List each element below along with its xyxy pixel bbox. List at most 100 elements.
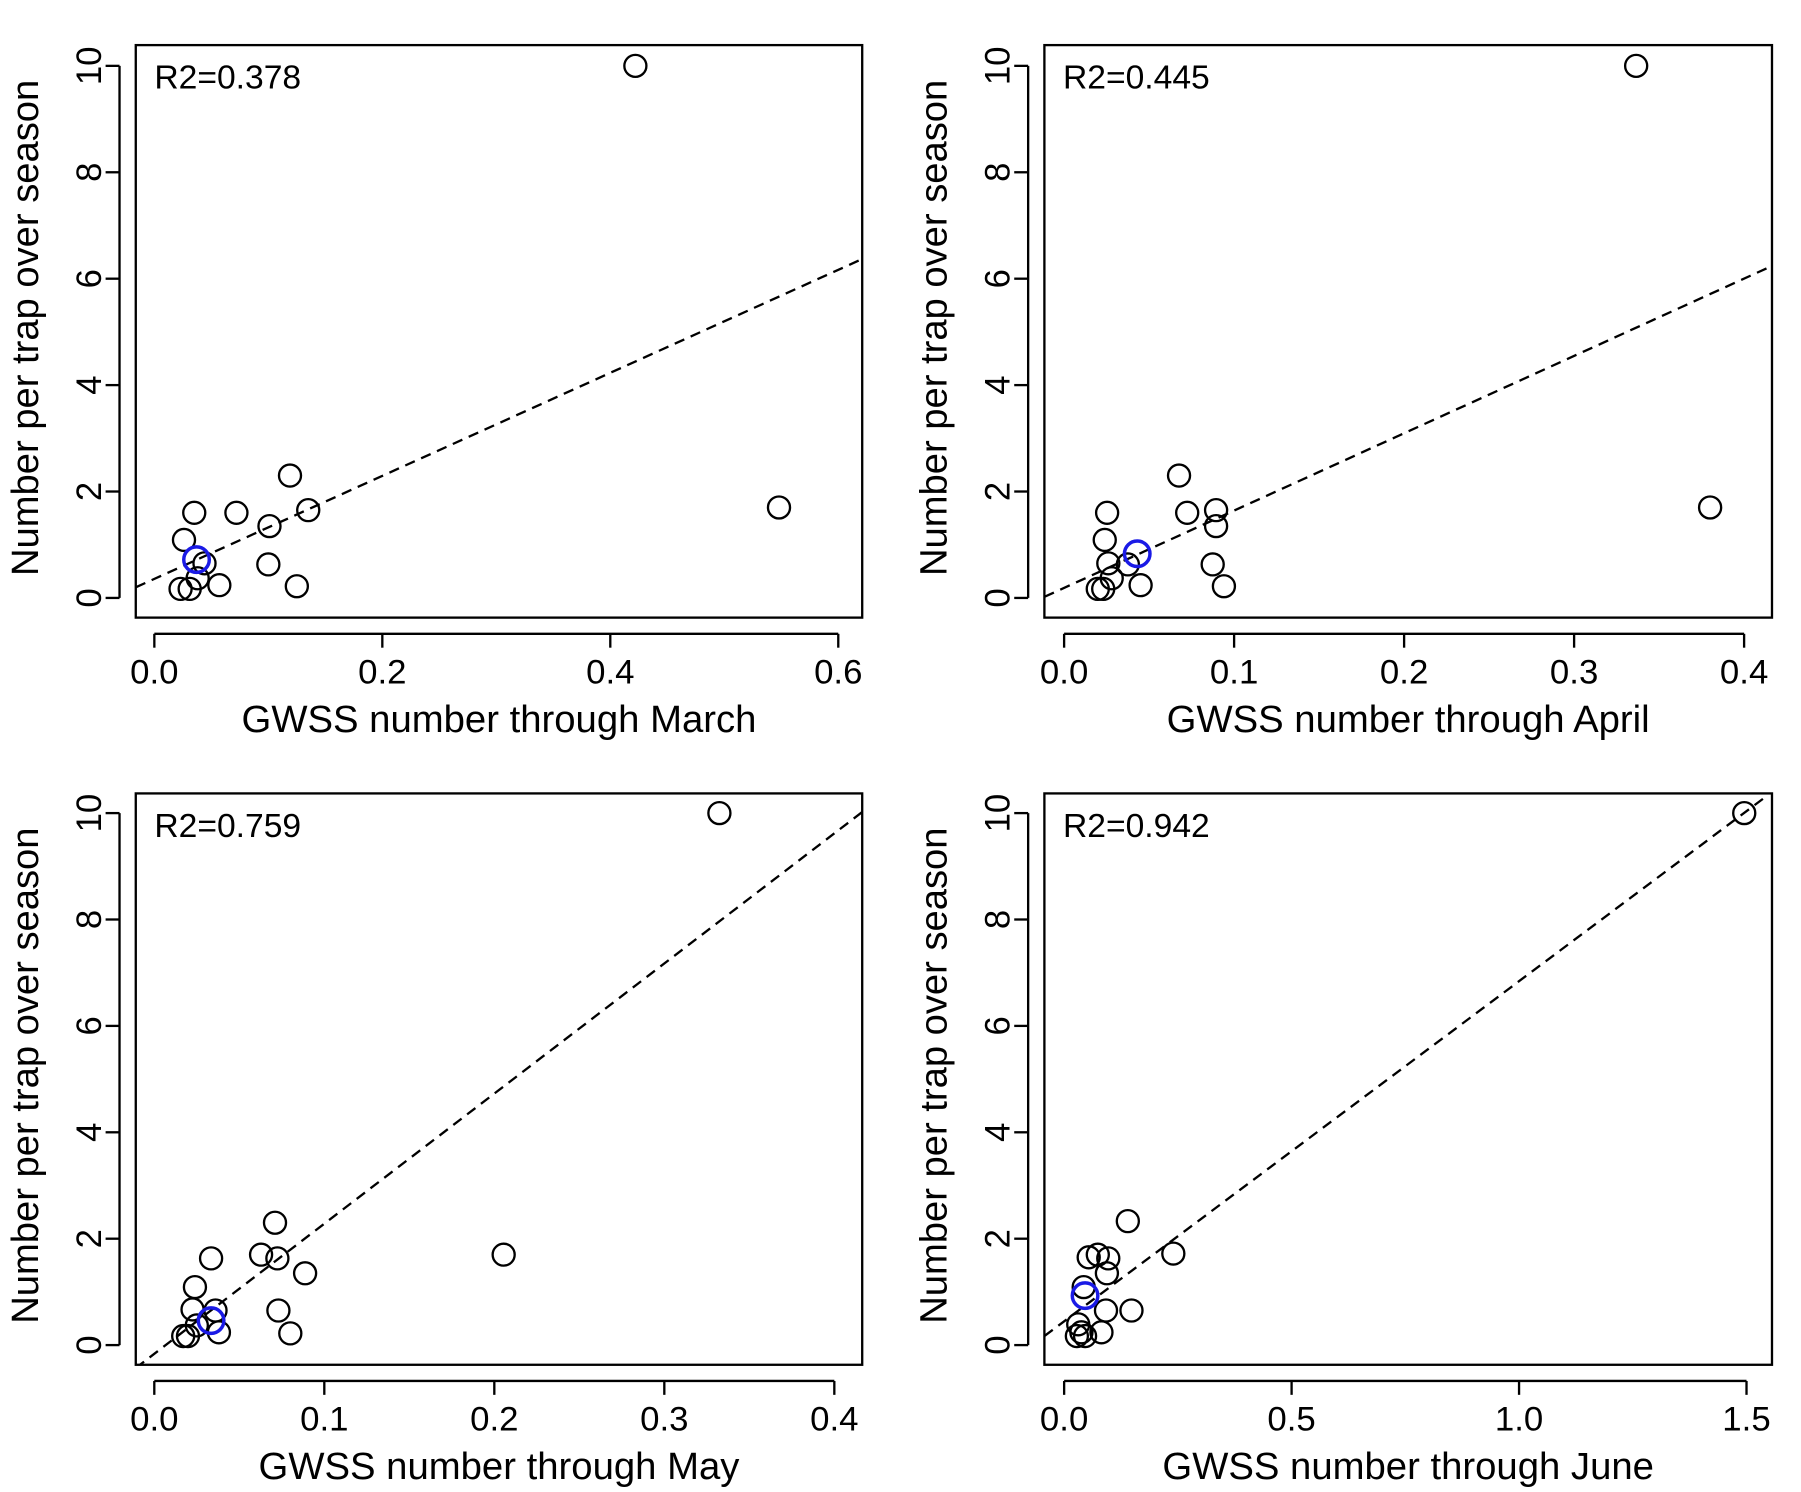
x-tick-label: 0.4 [586,653,634,691]
point [177,576,202,602]
point [265,1246,290,1271]
point [1094,1261,1120,1286]
y-tick-label: 0 [71,588,109,607]
point [1096,1246,1121,1271]
fit-line [138,811,863,1365]
point [1203,497,1229,523]
point [1076,1245,1101,1270]
point [284,574,310,599]
x-tick-label: 0.4 [1720,653,1768,691]
y-tick-label: 10 [71,794,109,833]
point [1093,1298,1119,1323]
point [1072,1323,1098,1349]
point [1161,1241,1186,1266]
y-tick-label: 2 [71,1229,109,1248]
point [1091,576,1116,602]
y-tick-label: 6 [979,1016,1017,1035]
y-tick-label: 10 [979,794,1017,833]
point [175,1323,201,1349]
x-tick-label: 0.0 [1040,1401,1088,1439]
y-tick-label: 2 [71,482,109,501]
panel: 0.0 0.1 0.2 0.3 0.4 0 2 4 6 8 10 GWSS number throug… [4,792,864,1488]
highlight-point [1122,539,1152,569]
point [1200,552,1225,577]
annotation: R2=0.759 [154,808,301,845]
y-tick-label: 8 [979,910,1017,929]
highlight-point [196,1306,226,1336]
point [1697,495,1723,520]
fit-line [1044,264,1772,598]
plot-box [134,43,864,619]
point [182,500,207,525]
point [1096,551,1121,576]
y-axis-label: Number per trap over season [4,827,47,1323]
point [168,576,193,602]
highlight-point [182,545,212,575]
point [707,800,732,826]
y-tick-label: 2 [979,482,1017,501]
y-tick-label: 6 [979,269,1017,288]
panel: 0.0 0.2 0.4 0.6 0 2 4 6 8 10 GWSS number through M… [4,43,864,741]
x-tick-label: 1.0 [1495,1401,1543,1439]
point [262,1210,288,1235]
x-tick-label: 1.5 [1722,1401,1770,1439]
point [1115,552,1141,577]
point [1203,513,1229,539]
x-tick-label: 0.6 [814,653,862,691]
y-tick-label: 2 [979,1229,1017,1248]
y-tick-label: 0 [979,588,1017,607]
plot-box [1043,792,1774,1366]
fit-line [1044,797,1765,1337]
plot-box [134,792,864,1366]
point [1092,527,1117,553]
point [257,513,282,539]
x-tick-label: 0.3 [640,1401,688,1439]
y-tick-label: 0 [71,1335,109,1354]
point [296,497,321,523]
point [1064,1323,1090,1349]
annotation: R2=0.378 [154,60,301,97]
y-tick-label: 8 [71,910,109,929]
y-tick-label: 4 [71,375,109,394]
y-tick-label: 4 [979,375,1017,394]
x-axis-label: GWSS number through May [259,1445,741,1488]
point [192,551,217,576]
x-tick-label: 0.3 [1550,653,1598,691]
x-tick-label: 0.1 [300,1401,348,1439]
point [1094,500,1120,525]
point [277,463,303,488]
x-tick-label: 0.0 [130,1401,178,1439]
fit-line [135,257,863,589]
y-tick-label: 0 [979,1335,1017,1354]
x-tick-label: 0.0 [1040,653,1088,691]
point [766,495,792,520]
y-tick-label: 8 [71,163,109,182]
plot-box [1043,43,1774,619]
point [1166,463,1192,488]
point [1089,1320,1114,1345]
x-axis-label: GWSS number through March [242,698,757,741]
highlight-point [1070,1281,1100,1311]
point [1732,800,1757,826]
point [171,527,197,553]
y-tick-label: 6 [71,269,109,288]
point [491,1242,516,1267]
x-tick-label: 0.4 [810,1401,858,1439]
point [1069,1320,1094,1345]
point [1115,1208,1141,1234]
y-tick-label: 6 [71,1016,109,1035]
y-axis-label: Number per trap over season [913,80,956,576]
point [224,500,249,525]
y-tick-label: 4 [71,1123,109,1142]
x-axis-label: GWSS number through April [1167,698,1650,741]
point [207,573,232,598]
point [1085,576,1110,602]
y-tick-label: 10 [71,47,109,86]
panel: 0.0 0.1 0.2 0.3 0.4 0 2 4 6 8 10 GWSS number throug… [913,43,1774,741]
point [623,53,648,79]
point [278,1321,303,1346]
x-tick-label: 0.1 [1210,653,1258,691]
y-axis-label: Number per trap over season [4,80,47,576]
y-axis-label: Number per trap over season [913,827,956,1323]
point [1211,574,1237,599]
